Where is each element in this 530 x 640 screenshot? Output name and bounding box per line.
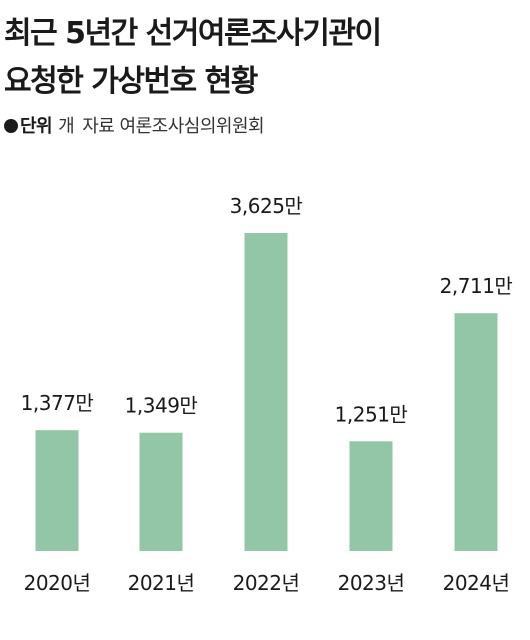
unit-value: 개 bbox=[58, 116, 75, 137]
data-label-2020년: 1,377만 bbox=[21, 391, 94, 415]
chart-title: 최근 5년간 선거여론조사기관이 요청한 가상번호 현황 bbox=[4, 10, 524, 106]
bar-2022년 bbox=[244, 233, 288, 551]
data-label-2023년: 1,251만 bbox=[335, 402, 408, 426]
x-tick-label-2024년: 2024년 bbox=[443, 571, 510, 595]
bullet-dot-icon bbox=[4, 119, 18, 133]
x-tick-label-2020년: 2020년 bbox=[24, 571, 91, 595]
source-text: 자료 여론조사심의위원회 bbox=[82, 116, 265, 137]
chart-title-line-1: 최근 5년간 선거여론조사기관이 bbox=[4, 16, 382, 51]
bar-2024년 bbox=[454, 313, 498, 551]
x-tick-label-2022년: 2022년 bbox=[233, 571, 300, 595]
bar-2023년 bbox=[349, 441, 393, 551]
data-label-2022년: 3,625만 bbox=[230, 194, 303, 218]
bar-2020년 bbox=[35, 430, 79, 551]
x-tick-label-2021년: 2021년 bbox=[128, 571, 195, 595]
data-label-2021년: 1,349만 bbox=[125, 394, 198, 418]
chart-title-line-2: 요청한 가상번호 현황 bbox=[4, 64, 258, 99]
data-label-2024년: 2,711만 bbox=[440, 274, 513, 298]
unit-label: 단위 bbox=[20, 116, 53, 137]
x-tick-label-2023년: 2023년 bbox=[338, 571, 405, 595]
unit-source-row: 단위 개 자료 여론조사심의위원회 bbox=[4, 114, 265, 140]
bar-2021년 bbox=[139, 432, 183, 551]
